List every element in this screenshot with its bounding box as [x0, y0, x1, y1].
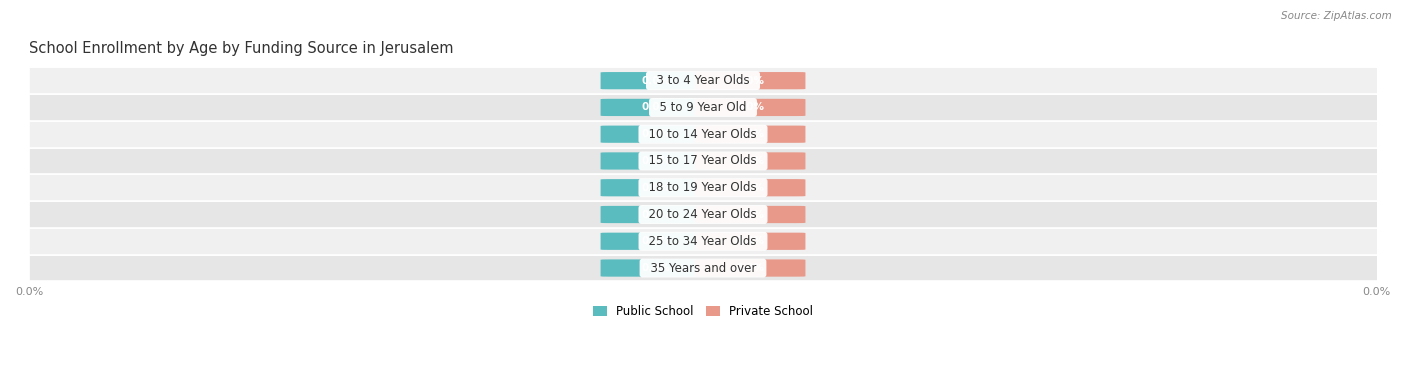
Text: 5 to 9 Year Old: 5 to 9 Year Old [652, 101, 754, 114]
Text: 0.0%: 0.0% [641, 263, 671, 273]
Text: 10 to 14 Year Olds: 10 to 14 Year Olds [641, 128, 765, 141]
FancyBboxPatch shape [600, 99, 711, 116]
Text: 0.0%: 0.0% [641, 129, 671, 139]
FancyBboxPatch shape [600, 152, 711, 170]
Bar [30, 94, 1376, 121]
FancyBboxPatch shape [600, 126, 711, 143]
Bar [30, 67, 1376, 94]
FancyBboxPatch shape [695, 206, 806, 223]
Text: 0.0%: 0.0% [641, 156, 671, 166]
Bar [30, 174, 1376, 201]
Bar [30, 147, 1376, 174]
Text: 0.0%: 0.0% [641, 183, 671, 193]
FancyBboxPatch shape [600, 179, 711, 196]
FancyBboxPatch shape [695, 152, 806, 170]
FancyBboxPatch shape [695, 126, 806, 143]
Text: 0.0%: 0.0% [735, 76, 765, 86]
Text: 0.0%: 0.0% [641, 236, 671, 246]
Text: Source: ZipAtlas.com: Source: ZipAtlas.com [1281, 11, 1392, 21]
Text: 0.0%: 0.0% [735, 129, 765, 139]
Text: 3 to 4 Year Olds: 3 to 4 Year Olds [650, 74, 756, 87]
Text: School Enrollment by Age by Funding Source in Jerusalem: School Enrollment by Age by Funding Sour… [30, 41, 454, 57]
Text: 0.0%: 0.0% [735, 236, 765, 246]
Bar [30, 254, 1376, 281]
FancyBboxPatch shape [600, 206, 711, 223]
FancyBboxPatch shape [600, 259, 711, 277]
Legend: Public School, Private School: Public School, Private School [588, 300, 818, 323]
Text: 18 to 19 Year Olds: 18 to 19 Year Olds [641, 181, 765, 194]
Bar [30, 201, 1376, 228]
Text: 0.0%: 0.0% [735, 263, 765, 273]
Text: 0.0%: 0.0% [735, 156, 765, 166]
Text: 25 to 34 Year Olds: 25 to 34 Year Olds [641, 235, 765, 248]
Text: 15 to 17 Year Olds: 15 to 17 Year Olds [641, 155, 765, 167]
Bar [30, 121, 1376, 147]
Text: 0.0%: 0.0% [735, 210, 765, 219]
FancyBboxPatch shape [600, 233, 711, 250]
FancyBboxPatch shape [695, 259, 806, 277]
Text: 0.0%: 0.0% [641, 103, 671, 112]
Text: 0.0%: 0.0% [735, 183, 765, 193]
Bar [30, 228, 1376, 254]
Text: 0.0%: 0.0% [735, 103, 765, 112]
FancyBboxPatch shape [695, 233, 806, 250]
Text: 20 to 24 Year Olds: 20 to 24 Year Olds [641, 208, 765, 221]
FancyBboxPatch shape [600, 72, 711, 89]
Text: 35 Years and over: 35 Years and over [643, 262, 763, 274]
Text: 0.0%: 0.0% [641, 76, 671, 86]
FancyBboxPatch shape [695, 72, 806, 89]
FancyBboxPatch shape [695, 99, 806, 116]
FancyBboxPatch shape [695, 179, 806, 196]
Text: 0.0%: 0.0% [641, 210, 671, 219]
